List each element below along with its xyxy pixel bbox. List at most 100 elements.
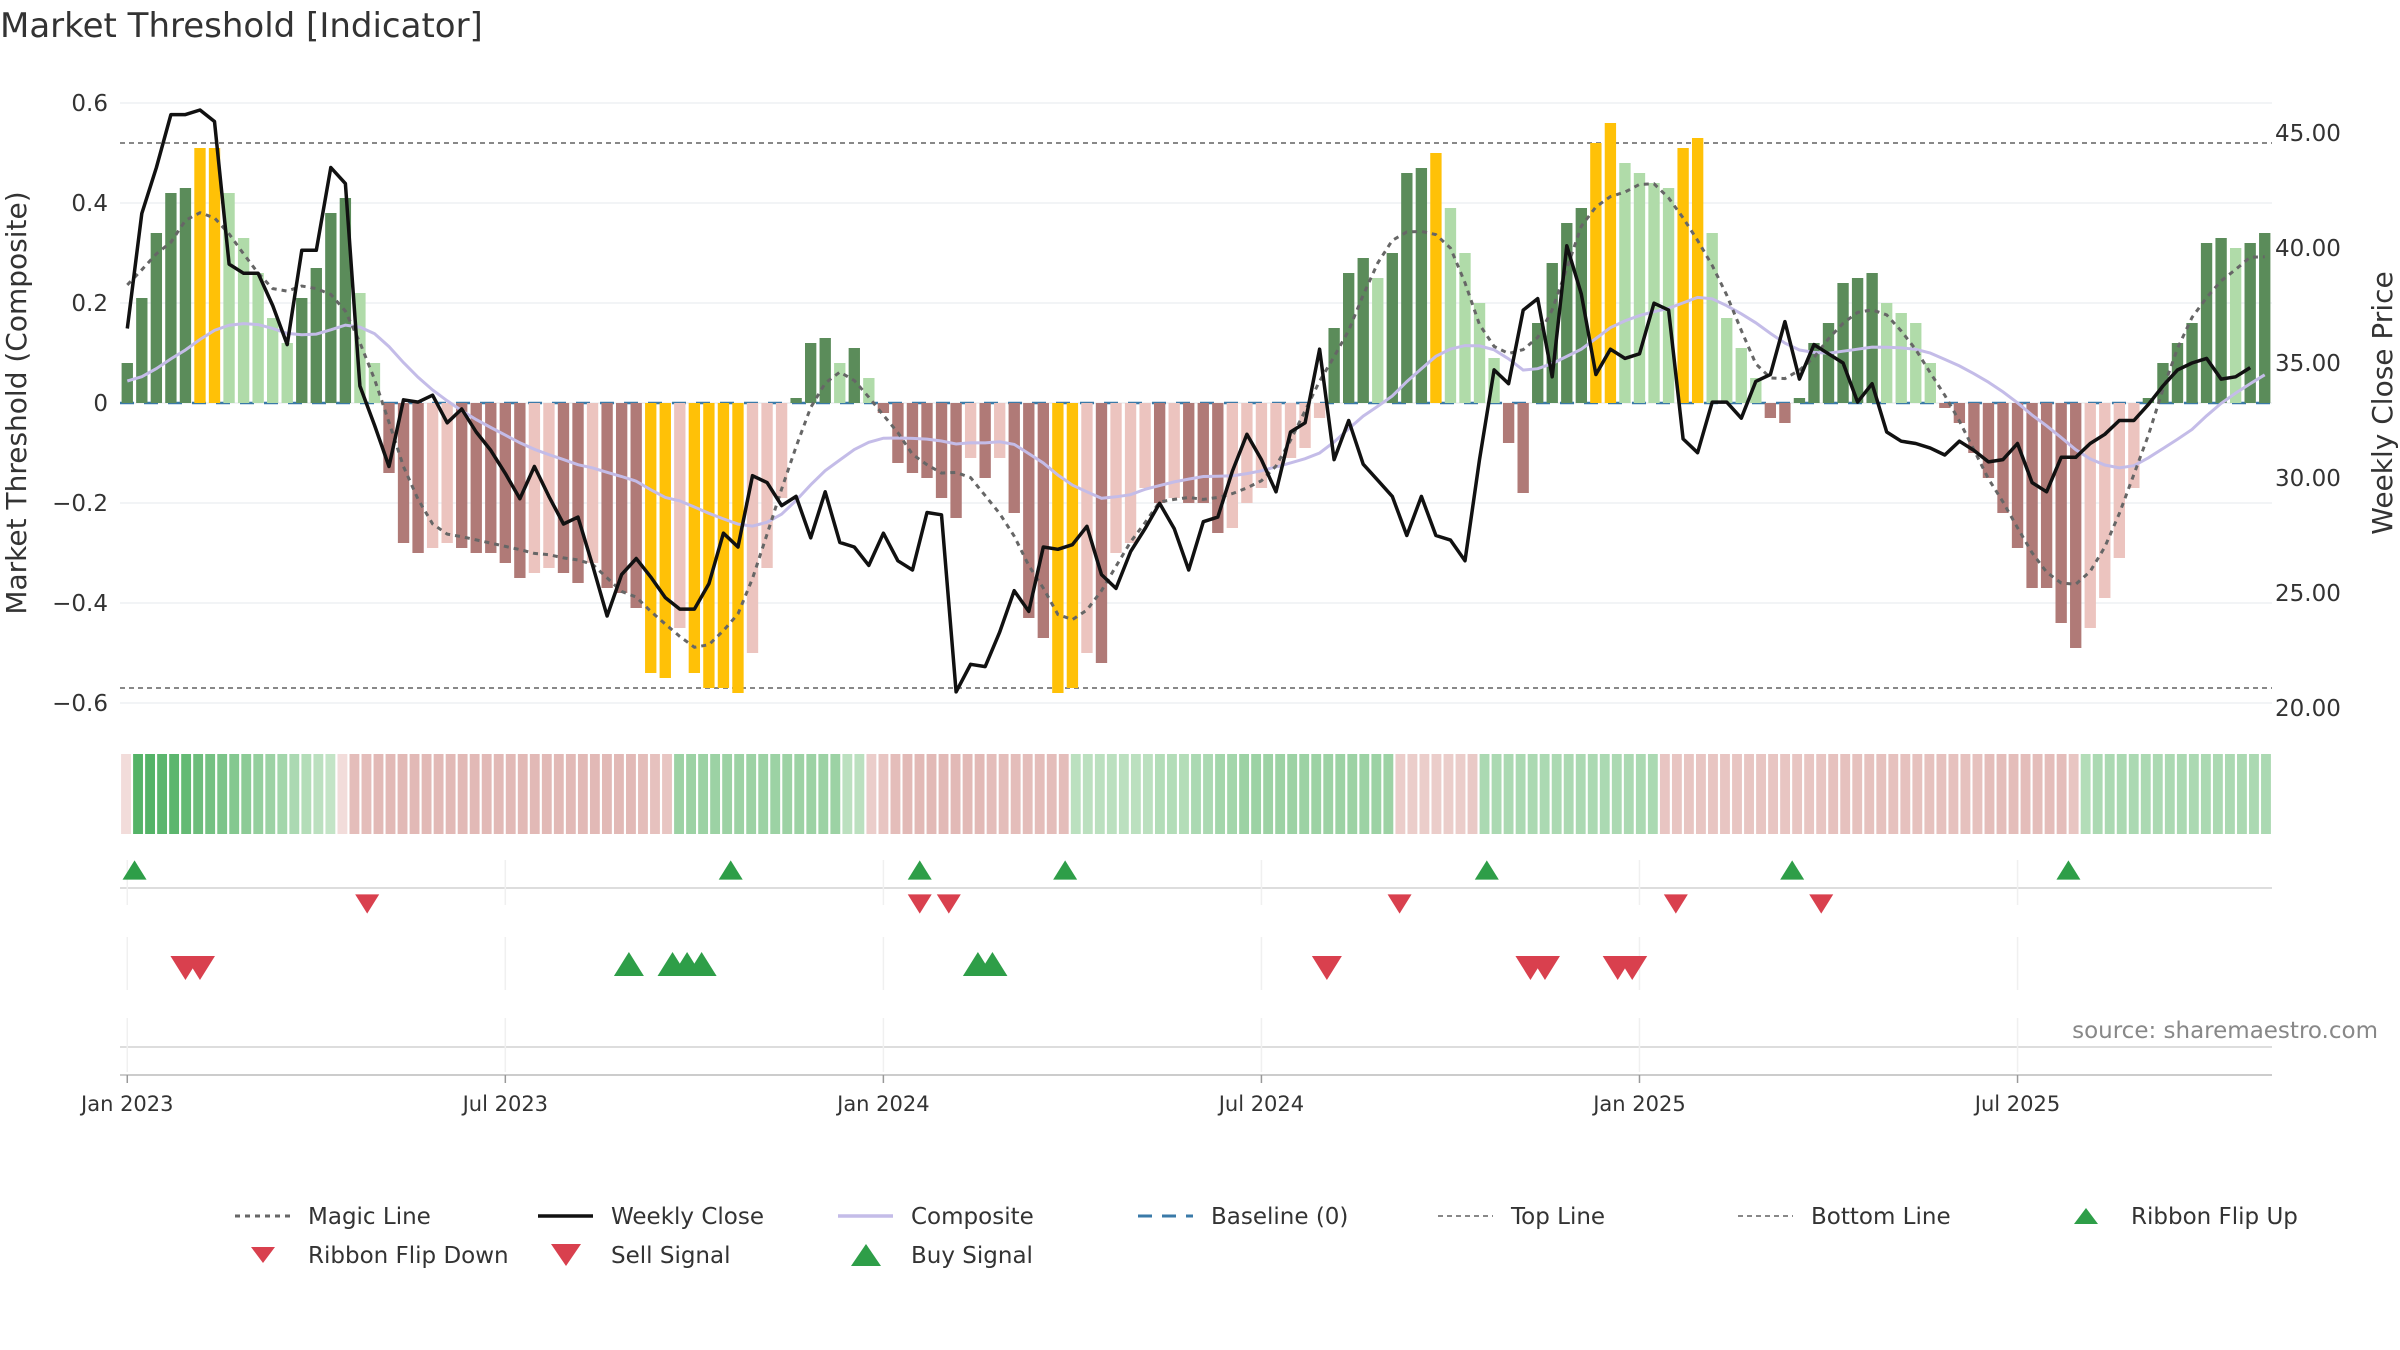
right-tick-label: 40.00 xyxy=(2275,236,2341,262)
ribbon-cell xyxy=(1599,754,1610,834)
composite-bar xyxy=(1110,403,1122,553)
ribbon-cell xyxy=(1912,754,1923,834)
legend-label: Composite xyxy=(911,1204,1034,1230)
composite-bar xyxy=(1517,403,1529,493)
composite-bar xyxy=(659,403,671,678)
ribbon-cell xyxy=(1323,754,1334,834)
ribbon-cell xyxy=(541,754,552,834)
composite-bar xyxy=(2171,343,2184,403)
ribbon-cell xyxy=(1287,754,1298,834)
composite-bar xyxy=(964,403,977,458)
ribbon-flip-up-marker xyxy=(122,860,147,880)
ribbon-cell xyxy=(2200,754,2211,834)
ribbon-cell xyxy=(1094,754,1105,834)
ribbon-cell xyxy=(121,754,131,834)
right-axis-title: Weekly Close Price xyxy=(2366,271,2399,534)
ribbon-cell xyxy=(193,754,204,834)
composite-bar xyxy=(1502,403,1515,443)
ribbon-cell xyxy=(914,754,925,834)
legend-item-composite: Composite xyxy=(838,1204,1034,1230)
ribbon-cell xyxy=(2128,754,2139,834)
legend-label: Weekly Close xyxy=(611,1204,764,1230)
composite-bar xyxy=(1139,403,1151,488)
ribbon-cell xyxy=(1539,754,1550,834)
composite-bar xyxy=(586,403,599,563)
composite-bar xyxy=(1866,273,1878,403)
composite-bar xyxy=(208,148,221,403)
ribbon-cell xyxy=(133,754,143,834)
ribbon-cell xyxy=(2249,754,2259,834)
ribbon-cell xyxy=(1251,754,1262,834)
composite-bar xyxy=(2244,243,2256,403)
composite-bars xyxy=(121,123,2271,693)
ribbon-cell xyxy=(1936,754,1947,834)
ribbon-cell xyxy=(1647,754,1658,834)
composite-bar xyxy=(1459,253,1471,403)
sell-signal-marker xyxy=(184,956,215,980)
composite-bar xyxy=(834,363,846,403)
composite-bar xyxy=(848,348,860,403)
ribbon-cell xyxy=(662,754,672,834)
ribbon-cell xyxy=(2080,754,2091,834)
composite-bar xyxy=(1023,403,1035,618)
composite-bar xyxy=(397,403,410,543)
ribbon-cell xyxy=(1744,754,1754,834)
composite-bar xyxy=(1750,378,1762,403)
ribbon-cell xyxy=(325,754,336,834)
ribbon-cell xyxy=(1118,754,1129,834)
left-tick-label: 0.6 xyxy=(71,91,108,117)
composite-bar xyxy=(2113,403,2125,558)
ribbon-cell xyxy=(1876,754,1887,834)
ribbon-flip-down-marker xyxy=(355,894,380,914)
left-tick-label: −0.6 xyxy=(52,691,108,717)
ribbon-cell xyxy=(2237,754,2247,834)
ribbon-cell xyxy=(1756,754,1766,834)
x-tick-label: Jul 2023 xyxy=(461,1092,548,1116)
ribbon-cell xyxy=(1768,754,1779,834)
composite-bar xyxy=(572,403,584,583)
ribbon-cell xyxy=(650,754,660,834)
composite-bar xyxy=(383,403,395,473)
composite-bar xyxy=(1822,323,1835,403)
ribbon-cell xyxy=(1191,754,1201,834)
ribbon-cell xyxy=(2212,754,2223,834)
composite-bar xyxy=(2142,398,2155,403)
ribbon-cell xyxy=(1082,754,1093,834)
composite-bar xyxy=(339,198,352,403)
composite-bar xyxy=(2026,403,2038,588)
ribbon-cell xyxy=(2044,754,2055,834)
ribbon-cell xyxy=(349,754,360,834)
ribbon-flip-up-marker xyxy=(2056,860,2081,880)
chart-title: Market Threshold [Indicator] xyxy=(0,6,483,46)
legend-item-flip_up: Ribbon Flip Up xyxy=(2074,1204,2298,1230)
composite-bar xyxy=(1372,278,1384,403)
legend-label: Buy Signal xyxy=(911,1243,1033,1269)
ribbon-cell xyxy=(1347,754,1358,834)
composite-bar xyxy=(1953,403,1966,423)
ribbon-cell xyxy=(710,754,721,834)
ribbon-cell xyxy=(1804,754,1815,834)
left-tick-label: 0 xyxy=(93,391,108,417)
composite-bar xyxy=(1328,328,1340,403)
magic-line xyxy=(126,182,2265,649)
ribbon-cell xyxy=(638,754,648,834)
composite-bar xyxy=(601,403,613,588)
composite-bar xyxy=(1168,403,1180,498)
ribbon-cell xyxy=(1155,754,1165,834)
composite-bar xyxy=(2099,403,2111,598)
composite-bar xyxy=(1270,403,1282,468)
composite-bar xyxy=(1764,403,1777,418)
legend-label: Sell Signal xyxy=(611,1243,731,1269)
ribbon-cell xyxy=(517,754,528,834)
x-tick-label: Jan 2024 xyxy=(835,1092,930,1116)
ribbon-cell xyxy=(2152,754,2163,834)
ribbon-cell xyxy=(565,754,576,834)
composite-bar xyxy=(1037,403,1049,638)
ribbon-cell xyxy=(1491,754,1502,834)
x-axis: Jan 2023 Jul 2023 Jan 2024 Jul 2024 Jan 2025… xyxy=(79,1074,2272,1116)
legend-label: Baseline (0) xyxy=(1211,1204,1348,1230)
ribbon-cell xyxy=(613,754,624,834)
composite-bar xyxy=(1430,153,1442,403)
composite-bar xyxy=(1532,323,1544,403)
composite-bar xyxy=(1212,403,1224,533)
